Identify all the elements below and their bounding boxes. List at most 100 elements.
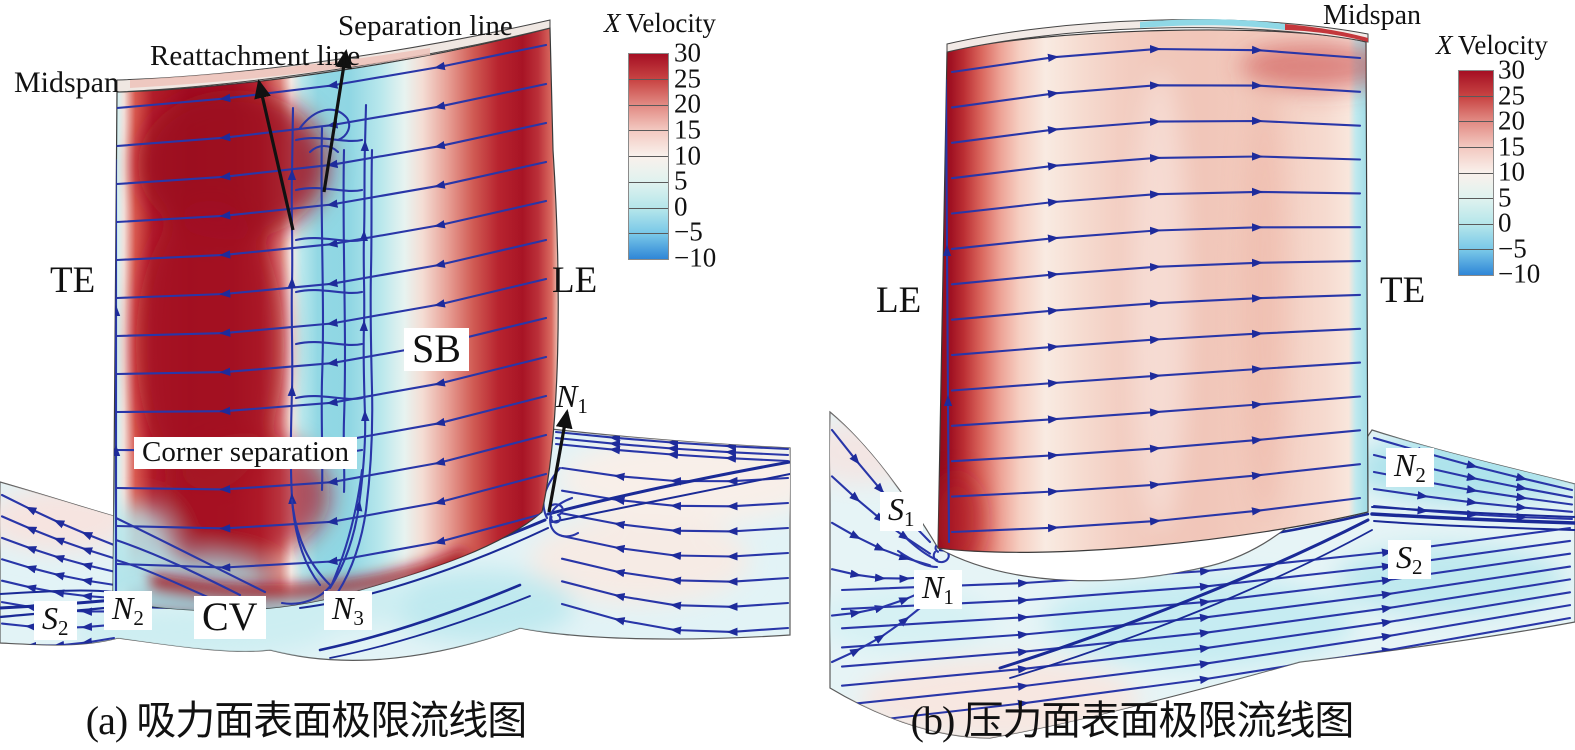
colorbar-tick: −5 — [674, 216, 703, 247]
streamline — [554, 442, 790, 463]
n1-label-b: N1 — [914, 570, 962, 610]
hub-b-bottom-streamlines — [840, 526, 1572, 726]
separation-arrow — [322, 49, 352, 193]
colorbar-tick: 30 — [1498, 54, 1525, 85]
streamline — [0, 536, 116, 573]
te-label-a: TE — [50, 260, 96, 301]
streamline — [560, 489, 790, 511]
corner-separation-label: Corner separation — [134, 437, 357, 469]
colorbar-b-bar — [1458, 70, 1494, 276]
colorbar-tick: −10 — [1498, 258, 1541, 289]
colorbar-tick: 5 — [674, 165, 688, 196]
colorbar-segment — [629, 131, 668, 157]
colorbar-tick: 15 — [674, 114, 701, 145]
streamline — [950, 496, 1362, 534]
streamline — [560, 466, 790, 486]
blade-a-tip-pink — [130, 48, 430, 88]
colorbar-segment — [629, 79, 668, 106]
blade-b-streamlines — [950, 45, 1362, 534]
streamline — [115, 316, 548, 376]
suction-blade-surface — [112, 19, 559, 612]
streamline — [950, 395, 1362, 427]
streamline — [115, 355, 548, 416]
streamline — [560, 580, 790, 611]
streamline — [115, 82, 548, 148]
te-label-b: TE — [1380, 270, 1426, 311]
streamline — [115, 160, 548, 224]
streamline — [950, 187, 1362, 215]
s1-label-b: S1 — [880, 492, 923, 532]
colorbar-segment — [629, 105, 668, 132]
colorbar-segment — [1459, 147, 1493, 174]
streamline — [1372, 487, 1574, 513]
streamline — [830, 598, 932, 664]
s2-label-a: S2 — [34, 601, 77, 641]
colorbar-tick: −10 — [674, 242, 717, 273]
streamline — [0, 515, 116, 560]
n2-label-a: N2 — [104, 591, 152, 631]
streamline — [950, 45, 1362, 74]
sb-label: SB — [404, 328, 469, 371]
blade-a-corner-fan — [114, 516, 267, 600]
colorbar-tick: −5 — [1498, 233, 1527, 263]
streamline — [950, 327, 1362, 357]
hub-a-right-lower-streamlines — [560, 466, 790, 636]
colorbar-segment — [1459, 199, 1493, 225]
n2-label-b: N2 — [1386, 448, 1434, 488]
colorbar-tick: 0 — [1498, 207, 1512, 238]
colorbar-tick: 5 — [1498, 182, 1512, 212]
colorbar-segment — [1459, 71, 1493, 97]
colorbar-segment — [1459, 96, 1493, 123]
n3-label-a: N3 — [324, 591, 372, 631]
streamline — [0, 493, 116, 547]
streamline — [560, 602, 790, 636]
streamline — [0, 579, 116, 601]
streamline — [115, 472, 548, 533]
streamline — [115, 43, 548, 110]
colorbar-tick: 25 — [674, 63, 701, 94]
colorbar-segment — [1459, 224, 1493, 251]
colorbar-tick: 20 — [1498, 105, 1525, 136]
le-label-a: LE — [552, 260, 598, 301]
midspan-label-b: Midspan — [1323, 0, 1421, 31]
midspan-label-a: Midspan — [14, 66, 119, 99]
colorbar-tick: 30 — [674, 37, 701, 68]
cv-label: CV — [194, 596, 266, 639]
colorbar-a-bar — [628, 53, 669, 260]
colorbar-segment — [629, 157, 668, 183]
streamline — [115, 199, 548, 262]
annotation-arrows — [254, 49, 573, 513]
streamline — [115, 511, 548, 572]
streamline — [950, 293, 1362, 321]
colorbar-tick: 10 — [1498, 156, 1525, 187]
streamline — [950, 81, 1362, 109]
streamline — [560, 557, 790, 586]
colorbar-segment — [1459, 173, 1493, 200]
streamline — [830, 568, 932, 583]
colorbar-tick: 20 — [674, 88, 701, 119]
streamline — [950, 429, 1362, 463]
colorbar-a-title: X Velocity — [604, 8, 716, 38]
colorbar-tick: 0 — [674, 191, 688, 222]
streamline — [950, 152, 1362, 180]
caption-b: (b) 压力面表面极限流线图 — [910, 698, 1355, 743]
streamline — [950, 361, 1362, 392]
colorbar-segment — [629, 208, 668, 235]
streamline — [950, 258, 1362, 286]
streamline — [950, 116, 1362, 144]
blade-b-tip-red — [1285, 24, 1368, 42]
streamline — [115, 277, 548, 338]
caption-a: (a) 吸力面表面极限流线图 — [85, 698, 527, 743]
le-edge-line-b — [942, 78, 953, 544]
pressure-blade-surface — [937, 19, 1369, 553]
streamline — [0, 558, 116, 586]
colorbar-segment — [629, 234, 668, 259]
colorbar-tick: 10 — [674, 140, 701, 170]
n1-label-a: N1 — [556, 378, 588, 418]
colorbar-segment — [1459, 250, 1493, 275]
reattachment-line-label: Reattachment line — [150, 40, 361, 72]
colorbar-b-title: X Velocity — [1436, 30, 1548, 60]
separation-line-label: Separation line — [338, 10, 513, 42]
